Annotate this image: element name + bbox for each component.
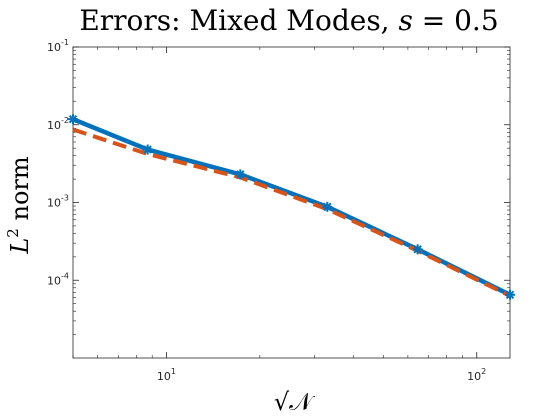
ylabel-rest: norm	[6, 156, 34, 228]
chart-title: Errors: Mixed Modes, s = 0.5	[79, 4, 498, 37]
major-ticks	[73, 46, 510, 358]
title-rest: = 0.5	[413, 4, 499, 37]
series-1-point	[322, 201, 333, 212]
x-tick-label: 101	[157, 367, 176, 383]
series-1-point	[142, 144, 153, 155]
y-tick-label: 10-4	[47, 271, 69, 287]
ylabel-superscript: 2	[4, 228, 22, 238]
series-line-2	[72, 127, 511, 298]
x-axis-label: √𝒩	[274, 388, 316, 416]
series-layer	[68, 114, 515, 300]
series-1-point	[68, 114, 78, 125]
x-tick-label: 102	[467, 367, 486, 383]
y-tick-label: 10-2	[47, 116, 69, 132]
plot-area	[72, 46, 511, 359]
y-axis-label: L2 norm	[4, 156, 34, 254]
y-tick-label: 10-3	[47, 194, 69, 210]
series-1-point	[235, 169, 246, 180]
series-1-point	[412, 244, 423, 255]
title-variable: s	[398, 4, 412, 37]
y-tick-label: 10-1	[47, 38, 69, 54]
title-prefix: Errors: Mixed Modes,	[79, 4, 398, 37]
tick-labels: 101 102 10-1 10-2 10-3 10-4	[47, 38, 486, 383]
ylabel-variable: L	[6, 238, 34, 255]
series-1-point	[505, 289, 515, 300]
